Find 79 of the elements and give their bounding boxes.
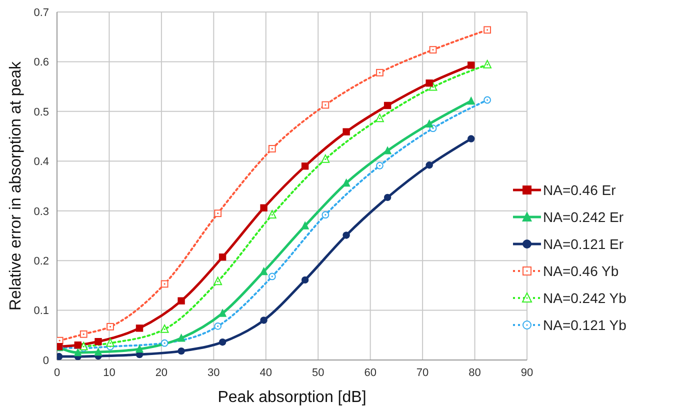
point <box>425 119 434 128</box>
x-tick-label: 50 <box>312 366 324 379</box>
legend-label: NA=0.46 Yb <box>543 262 619 278</box>
point <box>268 272 276 280</box>
point <box>467 96 476 105</box>
x-tick-label: 90 <box>520 366 534 379</box>
point <box>321 154 330 163</box>
point <box>426 162 433 169</box>
legend-label: NA=0.121 Yb <box>543 316 626 332</box>
point <box>160 339 168 347</box>
legend-label: NA=0.121 Er <box>543 236 624 252</box>
point <box>268 145 276 152</box>
point <box>218 253 226 261</box>
point <box>178 297 185 304</box>
x-tick-label: 20 <box>155 366 168 379</box>
point <box>483 60 492 68</box>
point <box>94 347 102 356</box>
y-tick-label: 0.4 <box>34 156 49 168</box>
x-tick-label: 70 <box>416 366 429 379</box>
y-tick-label: 0.3 <box>34 206 49 218</box>
point <box>468 135 475 142</box>
point <box>301 162 309 170</box>
x-tick-label: 80 <box>468 366 481 379</box>
x-tick-label: 60 <box>364 366 376 379</box>
point <box>429 46 437 54</box>
point <box>376 162 384 170</box>
point <box>260 204 268 212</box>
point <box>376 114 384 122</box>
legend-label: NA=0.242 Yb <box>543 290 626 306</box>
point <box>160 280 168 288</box>
point <box>177 334 186 342</box>
point <box>160 324 169 333</box>
x-tick-label: 30 <box>208 366 220 379</box>
point <box>94 338 102 346</box>
point <box>79 342 88 350</box>
point <box>484 26 492 34</box>
y-tick-label: 0.5 <box>34 106 49 118</box>
legend-label: NA=0.242 Er <box>543 208 624 224</box>
point <box>136 324 144 332</box>
point <box>342 128 350 136</box>
y-tick-label: 0 <box>42 354 49 367</box>
point <box>301 276 309 284</box>
point <box>57 352 63 360</box>
point <box>342 232 350 239</box>
point <box>268 210 276 219</box>
point <box>426 79 433 87</box>
point <box>106 322 114 330</box>
point <box>260 316 268 324</box>
y-tick-label: 0.6 <box>34 56 49 69</box>
y-axis-title: Relative error in absorption at peak <box>8 60 24 311</box>
point <box>260 266 268 276</box>
point <box>218 338 226 346</box>
point <box>80 330 88 338</box>
point <box>214 322 222 330</box>
point <box>484 96 492 104</box>
point <box>428 82 438 91</box>
x-tick-label: 10 <box>103 366 116 379</box>
point <box>178 347 185 355</box>
point <box>322 101 330 109</box>
legend-label: NA=0.46 Er <box>543 182 616 198</box>
point <box>214 276 222 286</box>
y-tick-label: 0.2 <box>34 255 49 268</box>
y-tick-label: 0.1 <box>34 305 49 318</box>
point <box>384 194 392 202</box>
y-tick-label: 0.7 <box>34 6 49 19</box>
x-tick-label: 40 <box>260 366 272 379</box>
point <box>376 68 384 76</box>
point <box>106 338 114 347</box>
x-axis-title: Peak absorption [dB] <box>218 389 366 406</box>
x-tick-label: 0 <box>54 366 60 379</box>
point <box>135 344 144 353</box>
point <box>300 221 310 230</box>
point <box>74 341 82 349</box>
point <box>342 178 350 187</box>
point <box>384 102 392 110</box>
point <box>322 211 330 219</box>
point <box>214 210 222 218</box>
point <box>468 62 475 69</box>
point <box>74 348 82 356</box>
